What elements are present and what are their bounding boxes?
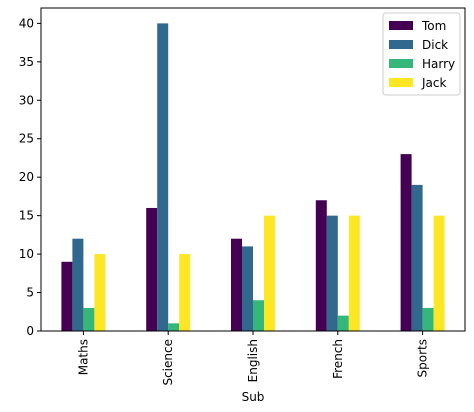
legend-swatch-harry: [389, 59, 413, 68]
x-axis-label: Sub: [242, 390, 265, 404]
bar-tom-english: [231, 238, 242, 331]
y-tick-label: 5: [26, 286, 34, 300]
bar-dick-science: [157, 23, 169, 331]
y-tick-label: 40: [19, 16, 34, 30]
bar-tom-maths: [61, 261, 73, 331]
legend-label-jack: Jack: [421, 76, 446, 90]
bar-dick-sports: [411, 184, 423, 331]
x-tick-label-french: French: [331, 339, 345, 379]
axes-layer: 0 5 10 15 20 25 30 35 40 Maths Science English Frenc…: [19, 7, 466, 404]
legend-label-tom: Tom: [421, 19, 446, 33]
bar-harry-science: [168, 323, 180, 331]
y-tick-label: 0: [26, 324, 34, 338]
bar-dick-french: [326, 215, 338, 331]
legend-swatch-jack: [389, 78, 413, 87]
legend-swatch-dick: [389, 40, 413, 49]
x-tick-label-sports: Sports: [416, 339, 430, 377]
x-tick-label-maths: Maths: [76, 339, 90, 375]
bar-tom-science: [146, 207, 158, 331]
legend-box: [382, 12, 461, 96]
x-tick-label-english: English: [246, 339, 260, 382]
legend: Tom Dick Harry Jack: [382, 12, 461, 96]
bar-jack-science: [179, 254, 191, 331]
legend-label-dick: Dick: [422, 38, 448, 52]
bar-harry-english: [253, 300, 264, 331]
bar-jack-sports: [433, 215, 445, 331]
y-tick-label: 35: [19, 55, 34, 69]
bars-layer: [61, 23, 445, 331]
bar-harry-maths: [83, 307, 95, 331]
bar-dick-english: [242, 246, 253, 331]
legend-swatch-tom: [389, 21, 413, 30]
bar-jack-maths: [94, 254, 106, 331]
x-tick-label-science: Science: [161, 339, 175, 386]
y-tick-label: 10: [19, 247, 34, 261]
bar-tom-sports: [400, 154, 412, 331]
y-tick-label: 20: [19, 170, 34, 184]
bar-dick-maths: [72, 238, 84, 331]
y-tick-label: 15: [19, 209, 34, 223]
bar-jack-french: [348, 215, 360, 331]
legend-label-harry: Harry: [422, 57, 455, 71]
y-tick-label: 25: [19, 132, 34, 146]
bar-jack-english: [264, 215, 275, 331]
bar-harry-sports: [422, 307, 434, 331]
bar-harry-french: [337, 315, 349, 331]
y-tick-label: 30: [19, 93, 34, 107]
bar-tom-french: [315, 200, 327, 331]
